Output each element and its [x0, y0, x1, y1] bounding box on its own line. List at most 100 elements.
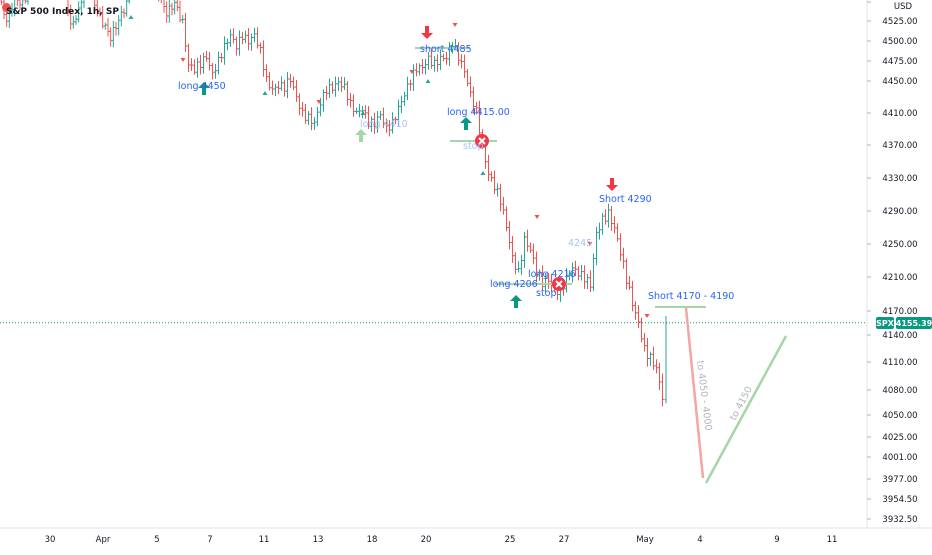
stop-1-icon[interactable]: [475, 134, 489, 148]
ohlc-bar: [199, 54, 202, 75]
ohlc-bar: [220, 52, 223, 63]
ohlc-bar: [181, 15, 185, 24]
ohlc-bar: [424, 58, 427, 75]
ohlc-bar: [256, 27, 259, 49]
plot-area[interactable]: [0, 0, 867, 407]
price-tick-label: 3932.50: [882, 515, 917, 525]
ohlc-bar: [160, 0, 162, 4]
ohlc-bar: [379, 110, 382, 121]
ohlc-bar: [328, 78, 331, 98]
long-4415-arrow-icon[interactable]: [460, 117, 472, 130]
ohlc-bar: [268, 71, 271, 91]
price-tick-label: 4475.00: [882, 57, 917, 67]
time-axis[interactable]: 30 Apr 5 7 11 13 18 20 25 27 May 4 9 11: [0, 527, 932, 545]
ohlc-bar: [229, 28, 232, 47]
long-4415-label: long 4415.00: [447, 107, 510, 118]
short-4290-label: Short 4290: [599, 194, 652, 205]
ohlc-bar: [436, 54, 439, 72]
ohlc-bar: [358, 103, 361, 118]
signal-marker-icon: [480, 171, 486, 175]
ohlc-bar: [241, 31, 244, 44]
long-4450-label: long 4450: [178, 81, 226, 92]
price-tick-label: 4330.00: [882, 174, 917, 184]
ohlc-bar: [631, 280, 634, 312]
ohlc-bar: [568, 270, 571, 281]
ohlc-bar: [613, 216, 616, 234]
ohlc-bar: [634, 301, 637, 321]
ohlc-bar: [190, 58, 193, 71]
long-4450-arrow-icon[interactable]: [198, 82, 210, 95]
price-tick-label: 3977.00: [882, 475, 917, 485]
ohlc-bar: [292, 76, 295, 91]
ohlc-bar: [523, 231, 526, 268]
price-tick-label: 4500.00: [882, 37, 917, 47]
ohlc-bar: [595, 226, 598, 266]
ohlc-bar: [517, 261, 520, 273]
price-tick-label: 4110.00: [882, 358, 917, 368]
stop-2-icon[interactable]: [552, 277, 566, 291]
ohlc-bar: [343, 77, 346, 91]
ohlc-bar: [298, 93, 301, 116]
drawings-layer[interactable]: short 4485 long 4450 long 4410 long 4415.00…: [178, 26, 788, 484]
ohlc-bar: [532, 243, 535, 265]
long-4206-arrow-icon[interactable]: [510, 295, 522, 308]
ohlc-bar: [544, 273, 547, 293]
last-price-tag: [896, 317, 932, 329]
ohlc-bar: [250, 33, 253, 51]
ohlc-bar: [640, 317, 643, 343]
ohlc-bar: [253, 27, 256, 43]
price-tick-label: 4025.00: [882, 433, 917, 443]
signal-marker-icon: [262, 91, 268, 95]
ohlc-bar: [244, 30, 247, 44]
price-tick-label: 4140.00: [882, 331, 917, 341]
short-4170-4190-label: Short 4170 - 4190: [648, 291, 734, 302]
target-4150-trendline[interactable]: [704, 335, 788, 484]
price-tick-label: 4210.00: [882, 273, 917, 283]
ohlc-bar: [247, 28, 250, 51]
ohlc-bar: [604, 209, 607, 225]
ohlc-bar: [202, 52, 205, 74]
ohlc-bar: [340, 76, 343, 92]
ohlc-bar: [529, 242, 532, 254]
signal-marker-icon: [534, 215, 540, 219]
ohlc-bar: [334, 76, 337, 97]
price-tick-label: 4370.00: [882, 141, 917, 151]
short-4290-arrow-icon[interactable]: [606, 178, 618, 191]
time-tick-label: 7: [207, 535, 212, 545]
ohlc-bar: [265, 64, 268, 83]
ohlc-bar: [646, 337, 649, 367]
ohlc-bar: [616, 223, 619, 242]
ohlc-bar: [376, 110, 379, 134]
ohlc-bar: [391, 112, 394, 134]
ohlc-bar: [187, 43, 190, 73]
long-4410-arrow-icon[interactable]: [355, 129, 367, 142]
ohlc-bar: [259, 42, 262, 54]
price-axis[interactable]: USD 4525.00 4500.00 4475.00 4450.00 4410.00 4…: [866, 0, 918, 528]
time-tick-label: 4: [697, 535, 702, 545]
signal-marker-icon: [644, 314, 650, 318]
ohlc-bar: [439, 49, 442, 70]
ohlc-bar: [598, 222, 601, 240]
ohlc-bar: [238, 30, 241, 56]
ohlc-bar: [127, 0, 130, 4]
ohlc-bar: [607, 203, 610, 228]
ohlc-bar: [490, 171, 493, 182]
time-tick-label: 27: [559, 535, 570, 545]
ohlc-bar: [271, 80, 274, 95]
ohlc-bar: [367, 105, 370, 130]
time-tick-label: 30: [45, 535, 56, 545]
short-4485-arrow-icon[interactable]: [421, 26, 433, 39]
ohlc-bar: [349, 92, 352, 108]
symbol-title: S&P 500 Index, 1h, SP: [6, 7, 119, 17]
ohlc-bar: [442, 53, 445, 62]
ohlc-bar: [289, 73, 292, 88]
target-4050-4000-trendline[interactable]: [684, 307, 705, 479]
ohlc-bar: [586, 273, 589, 290]
ohlc-bar: [232, 28, 235, 44]
price-tick-label: 4080.00: [882, 386, 917, 396]
ohlc-bar: [658, 362, 661, 391]
signal-marker-icon: [316, 100, 322, 104]
